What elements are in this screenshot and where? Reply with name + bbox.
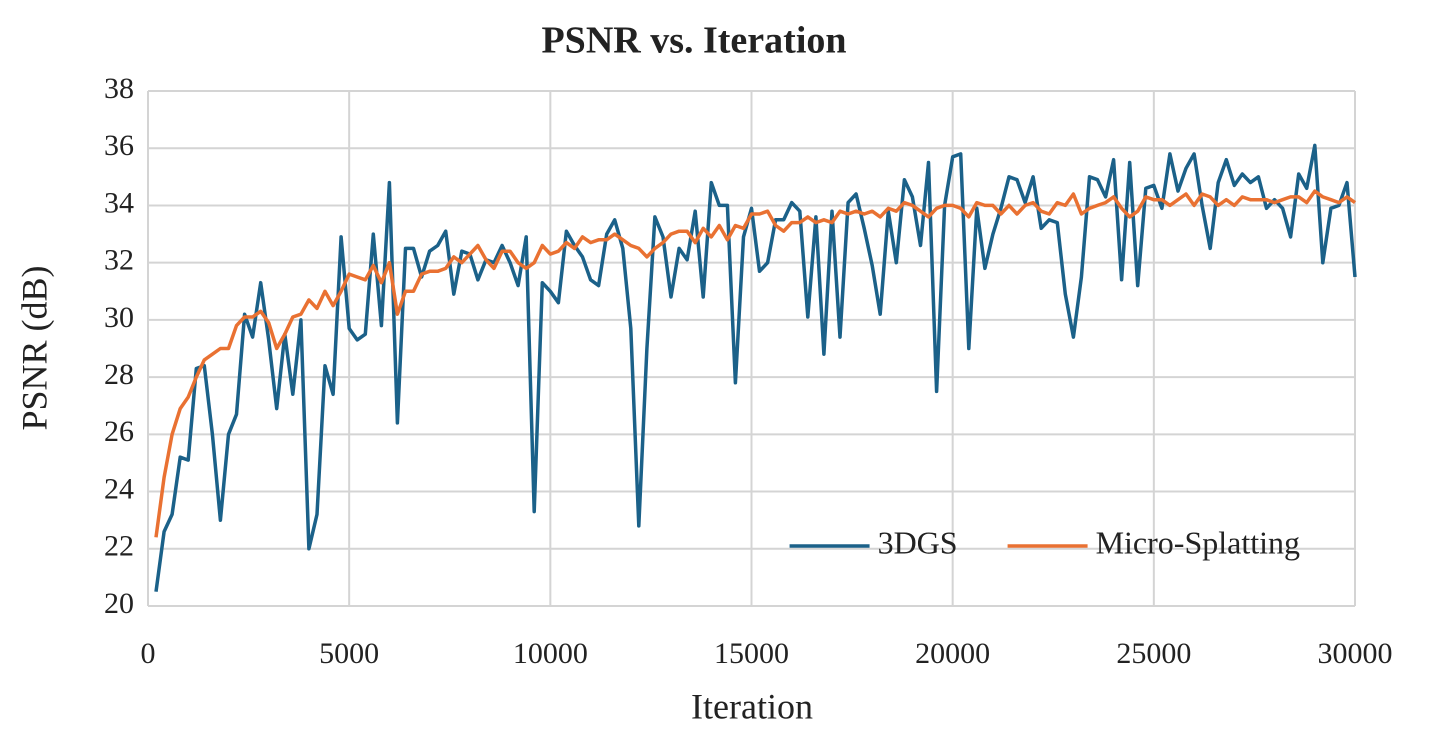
x-axis-label: Iteration — [691, 686, 813, 726]
chart-title: PSNR vs. Iteration — [541, 20, 846, 62]
x-tick-label: 5000 — [319, 637, 379, 670]
y-tick-label: 26 — [104, 415, 134, 448]
y-tick-label: 30 — [104, 301, 134, 334]
legend-label: Micro-Splatting — [1096, 524, 1300, 560]
y-axis-label: PSNR (dB) — [14, 265, 54, 430]
y-tick-label: 32 — [104, 244, 134, 277]
y-tick-label: 34 — [104, 186, 134, 219]
x-tick-label: 30000 — [1318, 637, 1393, 670]
x-tick-label: 15000 — [714, 637, 789, 670]
x-tick-label: 10000 — [513, 637, 588, 670]
y-tick-label: 36 — [104, 129, 134, 162]
x-tick-label: 0 — [141, 637, 156, 670]
x-tick-label: 25000 — [1116, 637, 1191, 670]
y-tick-label: 38 — [104, 72, 134, 105]
series-line — [154, 189, 1357, 538]
y-tick-label: 22 — [104, 530, 134, 563]
x-tick-label: 20000 — [915, 637, 990, 670]
y-tick-label: 20 — [104, 587, 134, 620]
legend-label: 3DGS — [878, 524, 958, 560]
y-tick-label: 24 — [104, 472, 134, 505]
series-line — [154, 143, 1357, 592]
y-tick-label: 28 — [104, 358, 134, 391]
